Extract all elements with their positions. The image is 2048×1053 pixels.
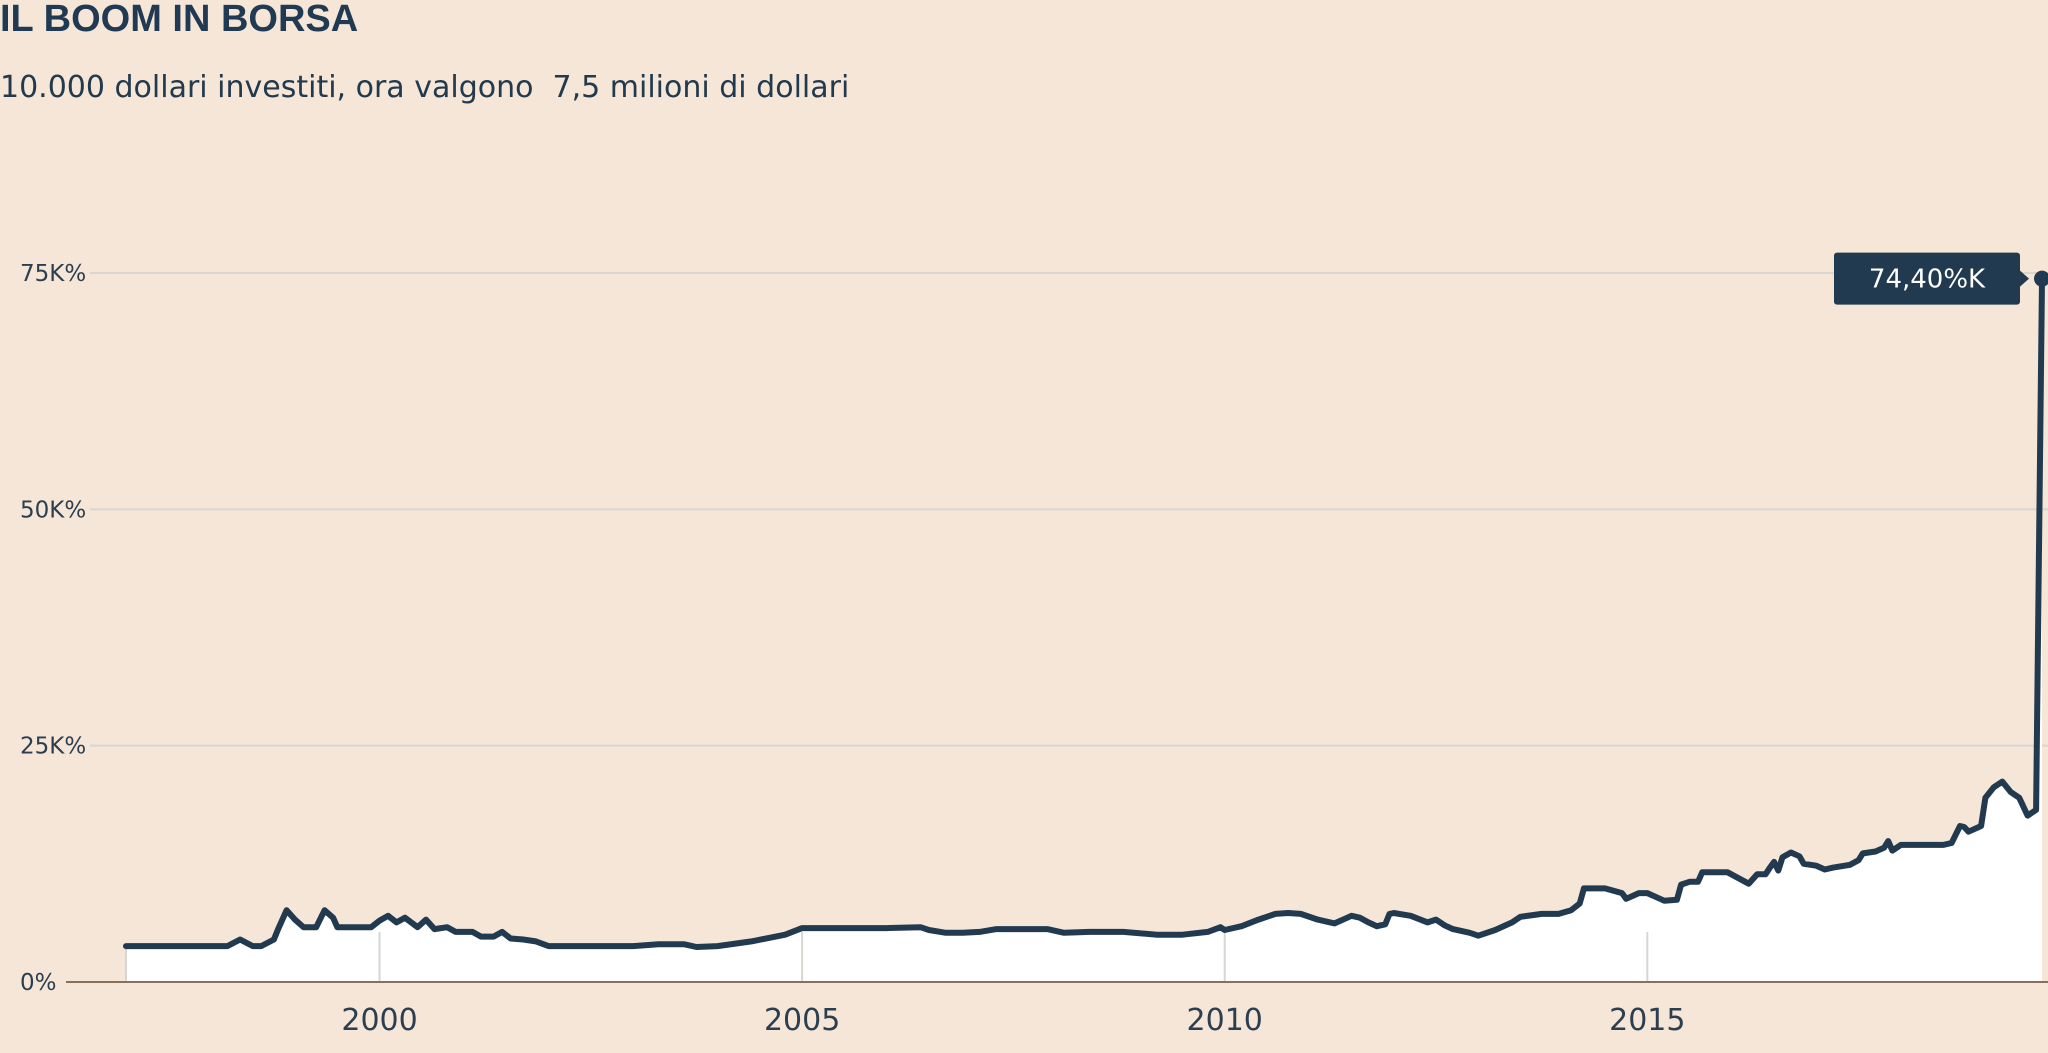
x-tick-label: 2015	[1609, 1003, 1685, 1038]
area-fill	[126, 278, 2042, 982]
y-tick-label: 25K%	[20, 734, 86, 760]
end-label-pointer	[2020, 270, 2029, 287]
x-grid-lines	[125, 932, 1649, 982]
x-tick-label: 2010	[1187, 1003, 1263, 1038]
y-tick-label: 50K%	[20, 497, 86, 523]
chart-subtitle: 10.000 dollari investiti, ora valgono 7,…	[0, 70, 850, 105]
end-point-marker	[2034, 270, 2048, 287]
series-line	[123, 275, 2045, 950]
x-tick-label: 2005	[764, 1003, 840, 1038]
y-axis-tick-labels: 0% 25K% 50K% 75K%	[20, 261, 86, 996]
grid-lines	[90, 272, 2048, 747]
x-axis-tick-labels: 2000 2005 2010 2015	[341, 1003, 1685, 1038]
x-tick-label: 2000	[341, 1003, 417, 1038]
chart-title: IL BOOM IN BORSA	[0, 0, 359, 40]
y-tick-label: 0%	[20, 970, 57, 996]
end-label-text: 74,40%K	[1869, 265, 1986, 295]
end-label-box	[1834, 252, 2020, 305]
end-value-label: 74,40%K	[1834, 252, 2048, 305]
y-tick-label: 75K%	[20, 261, 86, 287]
